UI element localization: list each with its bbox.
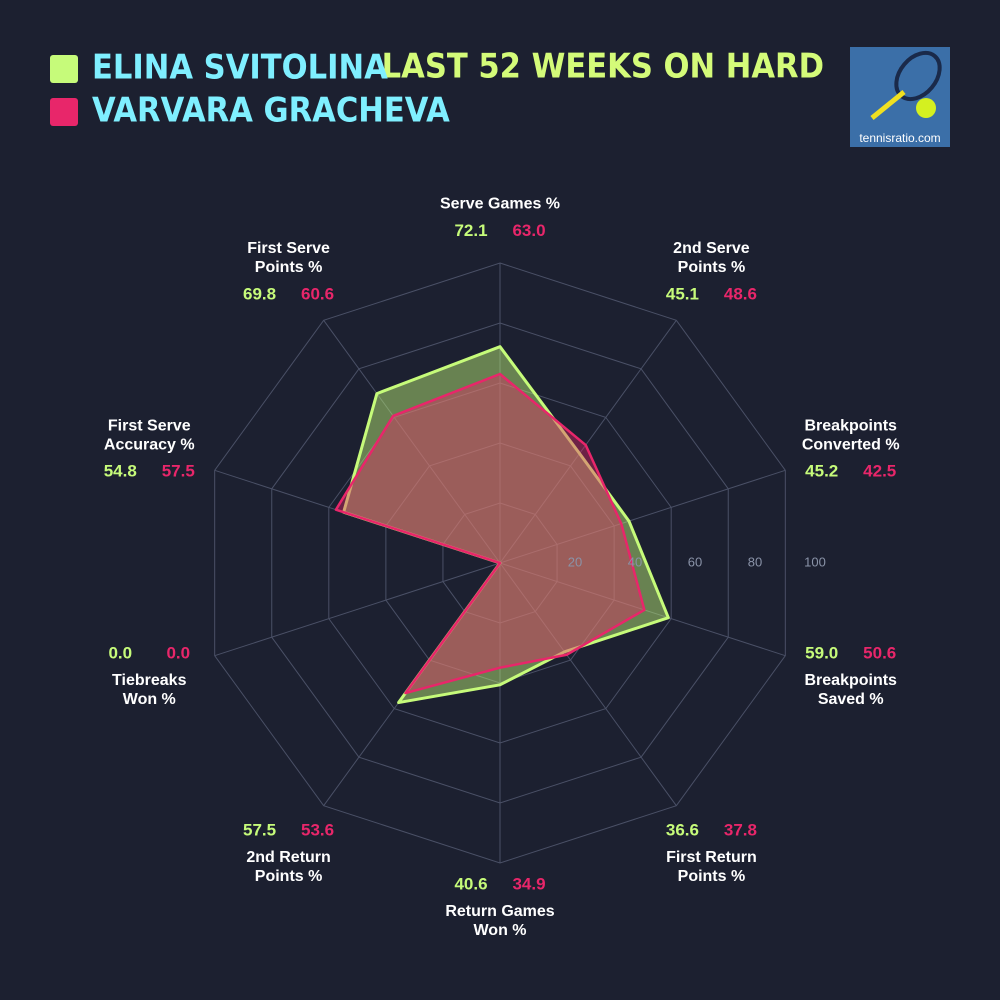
- axis-line: [499, 562, 786, 657]
- series-area: [334, 372, 646, 695]
- value-label: 40.6: [454, 874, 487, 893]
- logo-ball: [916, 98, 936, 118]
- logo: tennisratio.com: [850, 47, 950, 147]
- category-label: First Serve: [247, 240, 330, 257]
- value-label: 53.6: [301, 820, 334, 839]
- r-tick-label: 40: [628, 554, 642, 569]
- value-label: 69.8: [243, 284, 276, 303]
- logo-handle: [870, 90, 906, 120]
- category-label: Points %: [255, 868, 323, 885]
- value-label: 54.8: [104, 462, 137, 481]
- category-label: Points %: [255, 259, 323, 276]
- r-tick-label: 100: [804, 554, 826, 569]
- category-label: Breakpoints: [804, 417, 897, 434]
- category-label: Won %: [473, 922, 526, 939]
- value-label: 57.5: [243, 820, 276, 839]
- axis-line: [323, 320, 501, 564]
- category-label: 2nd Return: [246, 849, 330, 866]
- chart-title: LAST 52 WEEKS ON HARD: [382, 47, 824, 87]
- category-label: 2nd Serve: [673, 240, 750, 257]
- axis-line: [499, 469, 786, 564]
- category-label: Saved %: [818, 691, 884, 708]
- value-label: 0.0: [166, 643, 190, 662]
- axis-line: [499, 320, 677, 564]
- value-label: 63.0: [512, 221, 545, 240]
- logo-text: tennisratio.com: [859, 131, 940, 145]
- legend-swatch: [50, 98, 78, 126]
- series-area: [342, 345, 670, 705]
- value-label: 42.5: [863, 462, 896, 481]
- category-label: Won %: [123, 691, 176, 708]
- value-label: 45.2: [805, 462, 838, 481]
- legend-label: VARVARA GRACHEVA: [92, 91, 450, 131]
- category-label: First Serve: [108, 417, 191, 434]
- r-tick-label: 80: [748, 554, 762, 569]
- value-label: 57.5: [162, 462, 195, 481]
- legend-swatch: [50, 55, 78, 83]
- value-label: 0.0: [108, 643, 132, 662]
- category-label: Tiebreaks: [112, 672, 187, 689]
- value-label: 37.8: [724, 820, 757, 839]
- value-label: 45.1: [666, 284, 699, 303]
- value-label: 34.9: [512, 874, 545, 893]
- category-label: Return Games: [445, 903, 554, 920]
- value-label: 59.0: [805, 643, 838, 662]
- r-tick-label: 60: [688, 554, 702, 569]
- category-label: Serve Games %: [440, 196, 560, 213]
- category-label: Points %: [678, 259, 746, 276]
- category-label: Accuracy %: [104, 436, 195, 453]
- legend-label: ELINA SVITOLINA: [92, 48, 388, 88]
- axis-line: [499, 562, 677, 806]
- value-label: 36.6: [666, 820, 699, 839]
- category-label: First Return: [666, 849, 757, 866]
- category-label: Breakpoints: [804, 672, 897, 689]
- category-label: Points %: [678, 868, 746, 885]
- value-label: 50.6: [863, 643, 896, 662]
- value-label: 48.6: [724, 284, 757, 303]
- value-label: 60.6: [301, 284, 334, 303]
- r-tick-label: 20: [568, 554, 582, 569]
- value-label: 72.1: [454, 221, 487, 240]
- axis-line: [214, 562, 501, 657]
- category-label: Converted %: [802, 436, 900, 453]
